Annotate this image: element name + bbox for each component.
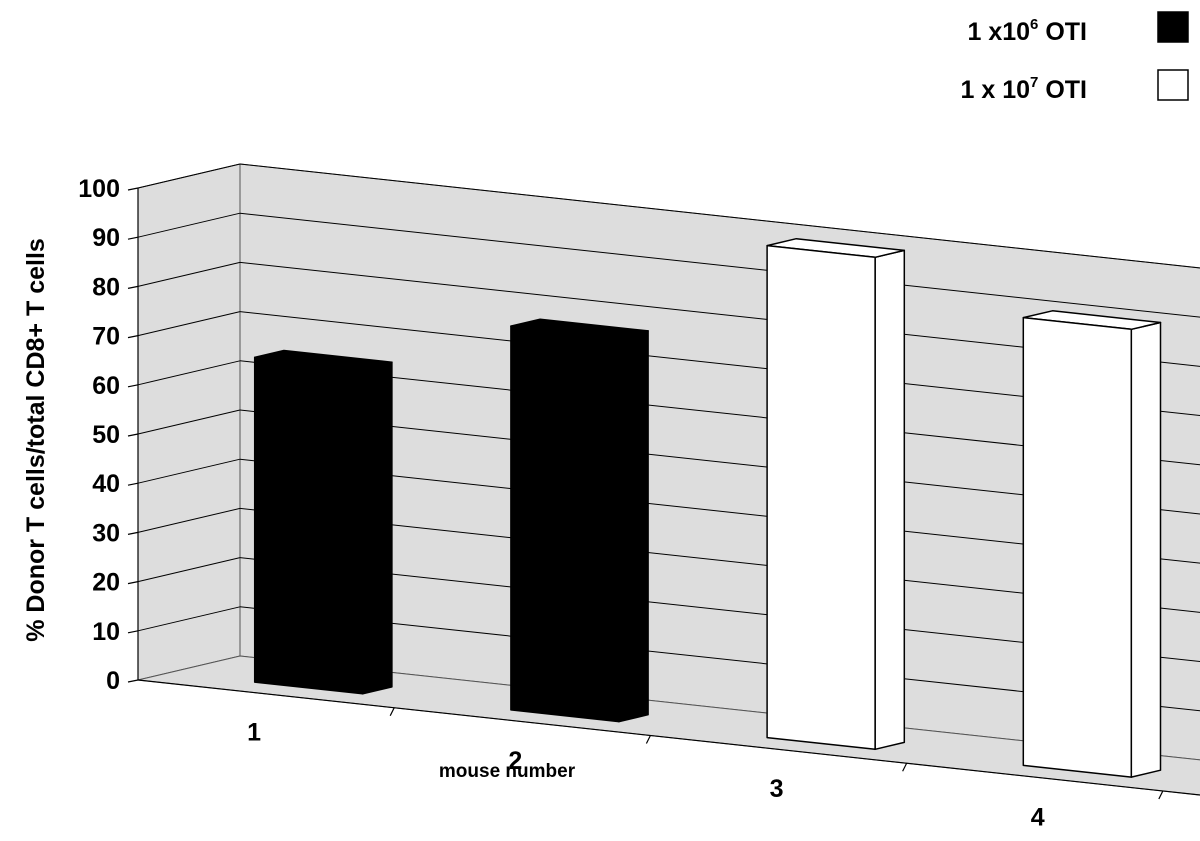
y-tick-label: 0 (106, 667, 120, 695)
y-tick-label: 60 (92, 372, 120, 400)
x-tick-label: 4 (1031, 803, 1045, 831)
gridline-back (239, 163, 1200, 269)
gridline-side (137, 458, 241, 484)
y-tick (127, 581, 139, 585)
gridline-side (137, 409, 241, 435)
bar-3 (766, 244, 876, 751)
y-tick-label: 50 (92, 421, 120, 449)
y-tick-label: 100 (78, 175, 120, 203)
gridline-side (137, 163, 241, 189)
bar-side-3 (874, 249, 906, 751)
legend-swatch (1157, 11, 1189, 43)
gridline-side (137, 311, 241, 337)
y-tick (127, 482, 139, 486)
gridline-side (137, 507, 241, 533)
gridline-side (137, 606, 241, 632)
y-tick-label: 30 (92, 519, 120, 547)
legend-label: 1 x 107 OTI (961, 74, 1087, 104)
y-tick-label: 40 (92, 470, 120, 498)
gridline-back (239, 212, 1200, 318)
bar-side-2 (618, 330, 649, 723)
y-tick (127, 433, 139, 437)
bar-2 (510, 325, 620, 723)
bar-side-1 (361, 361, 393, 695)
legend-label: 1 x106 OTI (967, 16, 1087, 46)
y-tick (127, 384, 139, 388)
y-tick (127, 335, 139, 339)
y-tick (127, 531, 139, 535)
y-tick-label: 70 (92, 323, 120, 351)
gridline-side (137, 360, 241, 386)
y-tick (127, 187, 139, 191)
bar-4 (1022, 316, 1133, 778)
x-tick (645, 735, 651, 744)
bar-side-4 (1130, 321, 1162, 778)
gridline-side (137, 557, 241, 583)
bar-1 (253, 356, 364, 695)
y-tick (127, 236, 139, 240)
x-tick-label: 2 (508, 747, 522, 775)
gridline-side (137, 212, 241, 238)
x-axis-line (137, 679, 1200, 796)
x-tick (1158, 790, 1164, 800)
y-tick (127, 679, 139, 683)
y-tick-label: 10 (92, 618, 120, 646)
y-tick-label: 80 (92, 273, 120, 301)
y-tick (127, 630, 139, 634)
y-axis-title: % Donor T cells/total CD8+ T cells (22, 238, 50, 642)
y-tick-label: 90 (92, 224, 120, 252)
legend-swatch (1157, 69, 1189, 101)
x-tick-label: 3 (770, 775, 784, 803)
y-tick (127, 285, 139, 289)
y-tick-label: 20 (92, 569, 120, 597)
x-tick (389, 707, 395, 717)
x-tick (902, 762, 908, 772)
x-tick-label: 1 (247, 719, 261, 747)
gridline-side (137, 261, 241, 287)
x-axis-title: mouse number (439, 761, 576, 782)
